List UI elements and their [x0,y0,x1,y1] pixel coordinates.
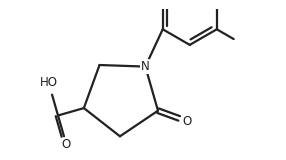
Text: N: N [141,60,150,73]
Text: O: O [183,115,192,128]
Text: O: O [62,138,71,151]
Text: HO: HO [39,76,57,89]
